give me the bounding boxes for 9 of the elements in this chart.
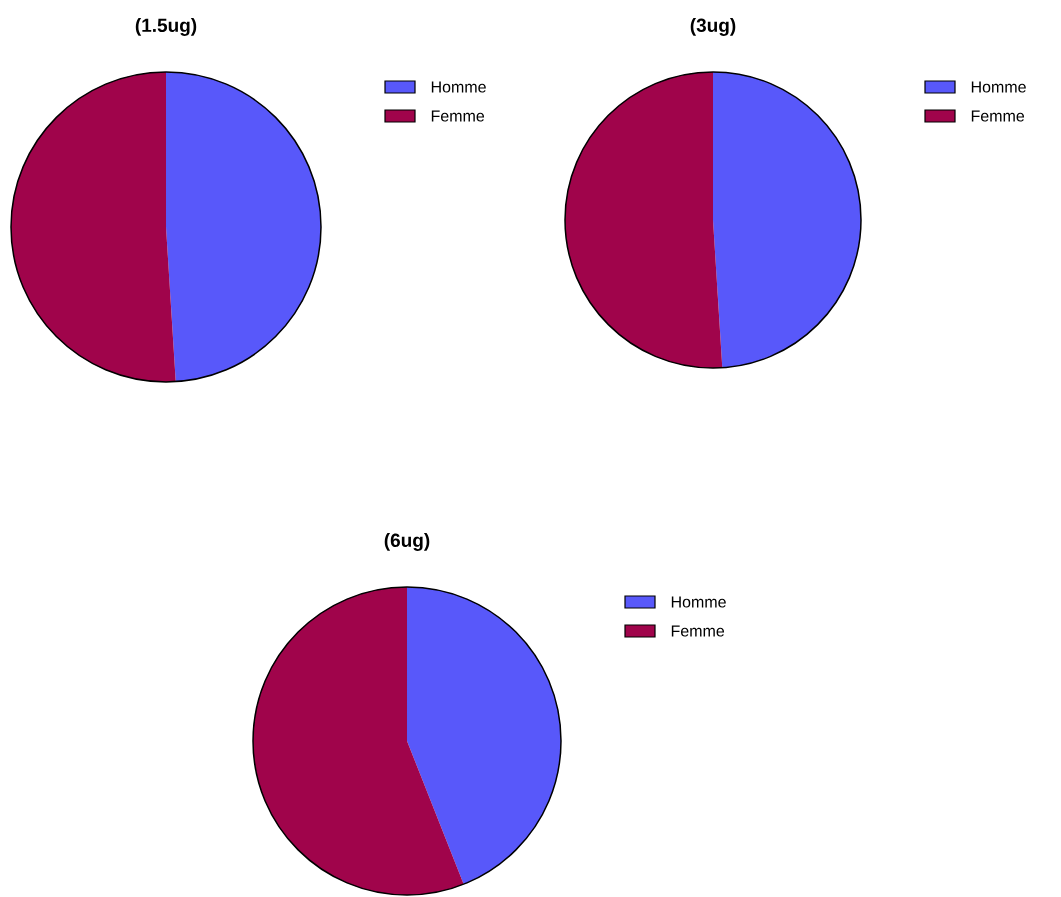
legend-label: Homme bbox=[431, 81, 486, 93]
legend-label: Homme bbox=[971, 81, 1026, 93]
chart-title: (6ug) bbox=[384, 533, 430, 551]
legend-label: Femme bbox=[671, 625, 725, 637]
legend-label: Femme bbox=[431, 110, 485, 122]
legend-label: Homme bbox=[671, 596, 726, 608]
chart-title: (3ug) bbox=[690, 18, 736, 36]
chart-title: (1.5ug) bbox=[135, 18, 197, 36]
legend-label: Femme bbox=[971, 110, 1025, 122]
